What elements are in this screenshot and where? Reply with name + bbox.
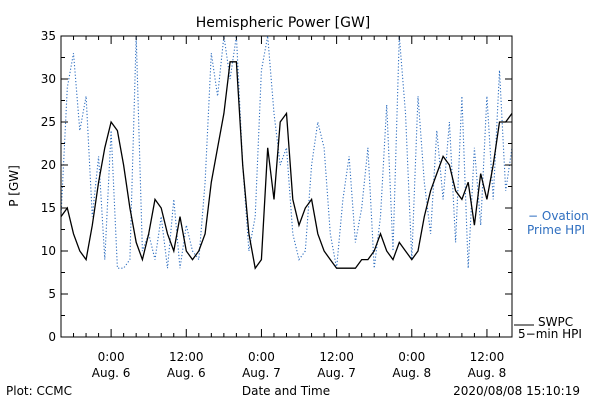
x-tick-label-date: Aug. 8: [392, 366, 431, 380]
plot-credit: Plot: CCMC: [6, 384, 72, 398]
x-tick-label-date: Aug. 6: [167, 366, 206, 380]
series-line-ovation: [60, 35, 513, 269]
x-tick-label-date: Aug. 7: [317, 366, 356, 380]
y-tick-label: 25: [41, 115, 56, 129]
chart-title: Hemispheric Power [GW]: [196, 15, 371, 31]
y-tick-label: 35: [41, 29, 56, 43]
series-line-swpc: [60, 61, 513, 270]
x-tick-label: 12:00: [319, 350, 354, 364]
x-axis-label: Date and Time: [242, 384, 330, 398]
y-tick-label: 30: [41, 72, 56, 86]
x-tick-label: 0:00: [248, 350, 275, 364]
x-tick-label-date: Aug. 8: [468, 366, 507, 380]
x-tick-label-date: Aug. 7: [242, 366, 281, 380]
legend-ovation-line2: Prime HPI: [527, 223, 585, 237]
y-tick-label: 20: [41, 158, 56, 172]
y-tick-label: 10: [41, 244, 56, 258]
x-tick-label: 12:00: [169, 350, 204, 364]
y-tick-label: 15: [41, 201, 56, 215]
plot-area: 0 5 10 15 20 25 30 35 0:00 Aug. 6 12:00 Aug. 6 0:00 A…: [41, 29, 513, 380]
x-tick-label: 0:00: [98, 350, 125, 364]
legend-swpc-line2: 5−min HPI: [518, 327, 582, 341]
y-tick-label: 0: [48, 330, 56, 344]
y-tick-label: 5: [48, 287, 56, 301]
legend-ovation-line1: − Ovation: [528, 209, 589, 223]
x-tick-label-date: Aug. 6: [92, 366, 131, 380]
x-tick-label: 0:00: [398, 350, 425, 364]
x-tick-label: 12:00: [470, 350, 505, 364]
y-axis-label: P [GW]: [7, 165, 21, 207]
timestamp: 2020/08/08 15:10:19: [453, 384, 580, 398]
legend-swpc-line1: SWPC: [538, 315, 573, 329]
